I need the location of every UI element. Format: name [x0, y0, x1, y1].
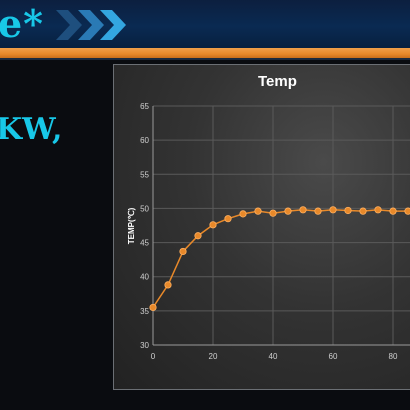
- data-point: [359, 207, 367, 215]
- x-tick-label: 40: [269, 352, 278, 361]
- header-divider: [0, 58, 410, 60]
- y-tick-label: 35: [140, 307, 149, 316]
- data-point: [374, 206, 382, 214]
- y-tick-label: 40: [140, 273, 149, 282]
- y-tick-label: 55: [140, 170, 149, 179]
- data-point: [299, 206, 307, 214]
- data-point: [164, 281, 172, 289]
- data-point: [314, 207, 322, 215]
- series-line: [152, 209, 410, 308]
- data-point: [329, 206, 337, 214]
- x-tick-label: 80: [389, 352, 398, 361]
- data-point: [224, 215, 232, 223]
- y-tick-label: 50: [140, 204, 149, 213]
- y-tick-label: 45: [140, 239, 149, 248]
- data-point: [344, 206, 352, 215]
- data-point: [254, 207, 262, 215]
- data-point: [284, 207, 292, 215]
- data-point: [149, 303, 157, 312]
- y-axis-label: TEMP(℃): [127, 207, 136, 244]
- data-point: [209, 221, 217, 229]
- data-point: [269, 209, 277, 217]
- app-header: e*: [0, 0, 410, 48]
- data-point: [239, 210, 247, 218]
- chart-panel: [113, 64, 410, 390]
- data-point: [194, 232, 202, 240]
- header-accent-bar: [0, 48, 410, 58]
- y-tick-label: 30: [140, 341, 149, 350]
- x-tick-label: 0: [151, 352, 156, 361]
- data-point: [179, 247, 187, 256]
- chevron-right-icon: [56, 10, 126, 40]
- y-tick-label: 65: [140, 102, 149, 111]
- y-tick-label: 60: [140, 136, 149, 145]
- header-title: e*: [0, 1, 45, 46]
- power-reading-text: KW,: [0, 112, 64, 147]
- chart-title: Temp: [258, 73, 297, 90]
- data-point: [404, 207, 410, 215]
- x-tick-label: 20: [209, 352, 218, 361]
- x-tick-label: 60: [329, 352, 338, 361]
- data-point: [389, 207, 397, 215]
